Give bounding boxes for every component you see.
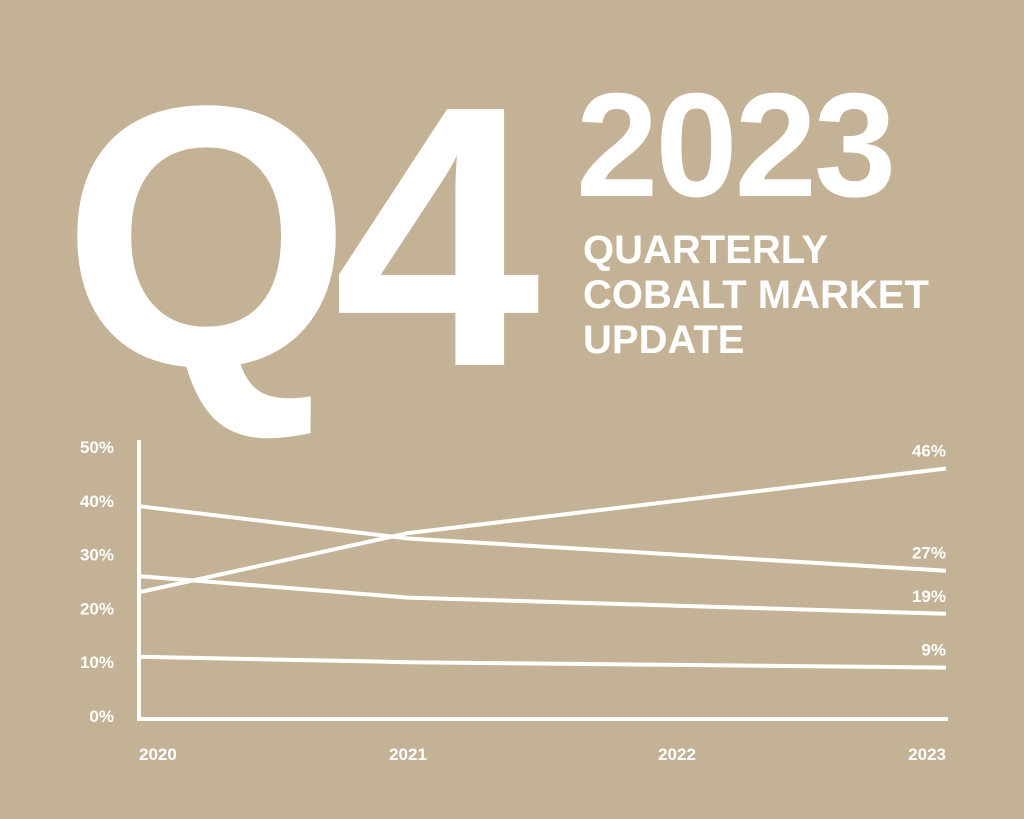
x-tick-labels: 2020 2021 2022 2023 — [139, 745, 946, 764]
y-tick-label: 0% — [89, 707, 114, 726]
series-line — [138, 654, 947, 670]
series-line — [138, 466, 947, 595]
series-end-label: 9% — [921, 641, 946, 660]
y-tick-label: 10% — [80, 653, 114, 672]
x-tick-label: 2021 — [389, 745, 427, 764]
series-end-label: 27% — [912, 544, 946, 563]
series-line — [138, 574, 947, 616]
series-lines — [138, 466, 947, 670]
series-end-label: 46% — [912, 442, 946, 461]
subtitle-line-1: QUARTERLY — [583, 228, 829, 272]
x-tick-label: 2020 — [139, 745, 177, 764]
x-tick-label: 2022 — [658, 745, 696, 764]
y-tick-label: 20% — [80, 599, 114, 618]
quarter-heading: Q4 — [62, 28, 540, 444]
y-tick-labels: 0% 10% 20% 30% 40% 50% — [80, 438, 114, 726]
year-heading: 2023 — [576, 63, 896, 228]
series-end-labels: 46% 27% 19% 9% — [912, 442, 946, 660]
series-end-label: 19% — [912, 587, 946, 606]
subtitle-line-2: COBALT MARKET — [583, 273, 929, 317]
series-line — [138, 504, 947, 573]
subtitle-line-3: UPDATE — [583, 318, 745, 362]
y-tick-label: 30% — [80, 546, 114, 565]
y-tick-label: 40% — [80, 492, 114, 511]
x-tick-label: 2023 — [908, 745, 946, 764]
report-subtitle: QUARTERLY COBALT MARKET UPDATE — [583, 228, 929, 363]
y-tick-label: 50% — [80, 438, 114, 457]
